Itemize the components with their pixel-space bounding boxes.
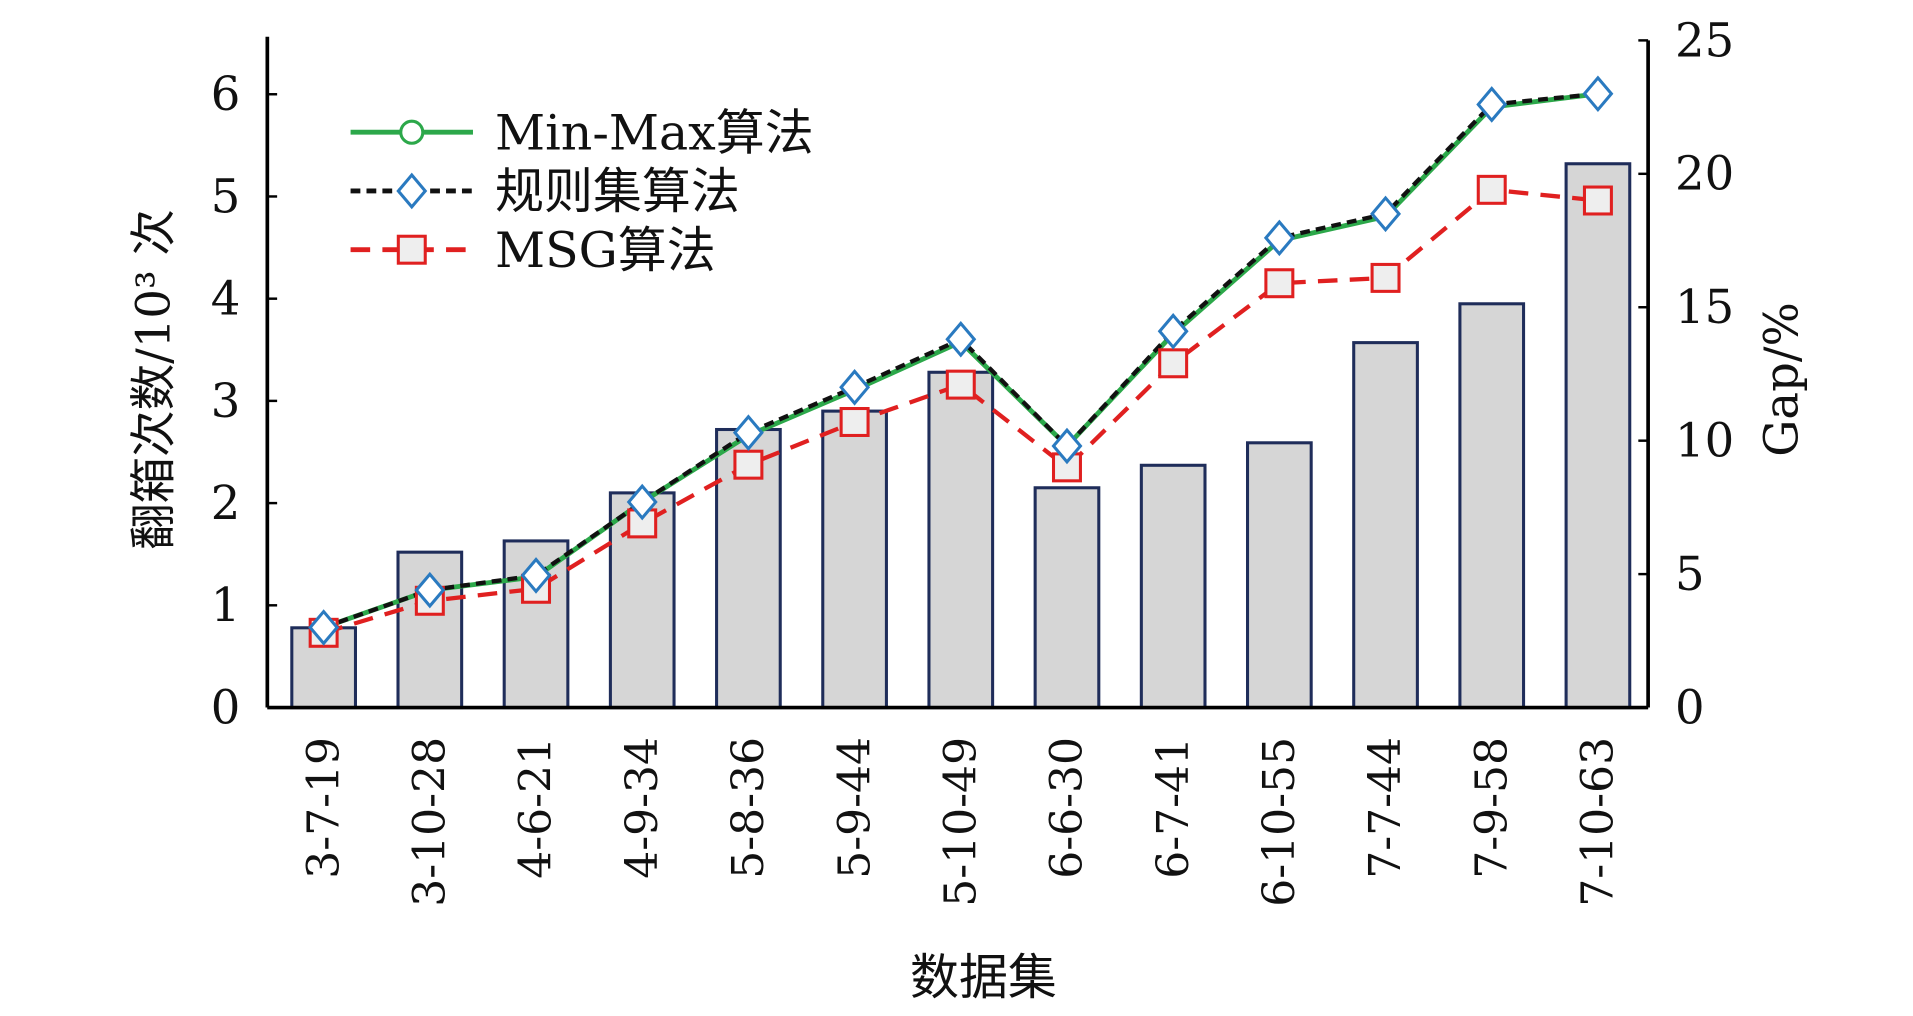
y2-tick-label: 15	[1675, 280, 1734, 334]
x-tick-label: 7-10-63	[1573, 737, 1624, 907]
x-tick-label: 6-6-30	[1042, 737, 1093, 879]
y2-tick-label: 10	[1675, 414, 1734, 468]
legend-label: MSG算法	[495, 222, 716, 279]
data-point	[839, 369, 871, 406]
y-tick-label: 3	[211, 374, 241, 428]
y-tick-label: 2	[211, 476, 241, 530]
x-tick-label: 5-10-49	[935, 737, 986, 907]
legend-label: 规则集算法	[495, 163, 740, 220]
bar	[608, 491, 676, 710]
data-point	[945, 320, 977, 358]
x-tick-label: 5-8-36	[723, 737, 774, 879]
series-lines	[308, 75, 1614, 648]
x-tick-label: 4-6-21	[511, 737, 562, 879]
axes: 0 1 2 3 4 5 6 0 5 10 15 20 25 3-7-19 3-10-28 4-6-21 4-9-…	[211, 13, 1734, 906]
y-tick-label: 0	[211, 680, 241, 734]
data-point	[1157, 312, 1189, 350]
data-point	[1370, 195, 1402, 233]
data-point	[1158, 348, 1189, 379]
x-tick-label: 3-10-28	[405, 737, 456, 907]
data-point	[1051, 427, 1083, 465]
data-point	[1476, 174, 1507, 205]
x-tick-label: 7-9-58	[1466, 737, 1517, 879]
y-tick-label: 4	[211, 272, 241, 326]
y2-tick-label: 20	[1675, 147, 1734, 201]
bar	[1564, 162, 1632, 710]
bar	[927, 370, 995, 710]
x-tick-label: 6-7-41	[1148, 737, 1199, 879]
data-point	[308, 609, 340, 646]
bar	[821, 409, 888, 710]
bar	[1245, 441, 1313, 710]
x-axis-label: 数据集	[910, 949, 1057, 1006]
data-point	[839, 406, 870, 437]
data-point	[520, 557, 552, 594]
data-point	[732, 414, 764, 451]
data-point	[626, 483, 658, 521]
data-point	[1582, 75, 1614, 113]
x-tick-label: 4-9-34	[617, 737, 668, 879]
data-point	[945, 369, 976, 400]
y2-tick-label: 25	[1675, 13, 1734, 67]
legend-label: Min-Max算法	[495, 104, 814, 161]
y2-axis-label: Gap/%	[1754, 302, 1808, 457]
y2-tick-label: 0	[1675, 680, 1705, 734]
x-tick-label: 3-7-19	[298, 737, 349, 879]
data-point	[414, 571, 446, 609]
y-axis-label: 翻箱次数/10³ 次	[126, 209, 180, 550]
data-point	[1264, 268, 1295, 299]
data-point	[1476, 86, 1508, 123]
data-point	[1051, 452, 1082, 483]
data-point	[733, 449, 764, 480]
x-tick-label: 6-10-55	[1254, 737, 1305, 907]
bar	[1139, 463, 1207, 710]
bar	[1033, 486, 1101, 710]
legend-marker	[399, 119, 425, 145]
bars	[290, 162, 1632, 710]
x-tick-label: 5-9-44	[829, 737, 880, 879]
data-point	[1370, 262, 1401, 293]
data-point	[1582, 185, 1613, 216]
data-point	[1263, 219, 1295, 257]
x-tick-label: 7-7-44	[1360, 737, 1411, 879]
y-tick-label: 6	[211, 67, 241, 121]
y2-tick-label: 5	[1675, 547, 1705, 601]
bar	[1458, 302, 1526, 710]
y-tick-label: 1	[211, 578, 241, 632]
bar	[1352, 341, 1419, 710]
legend-marker	[396, 234, 427, 265]
y-tick-label: 5	[211, 169, 241, 223]
legend-marker	[396, 172, 428, 210]
